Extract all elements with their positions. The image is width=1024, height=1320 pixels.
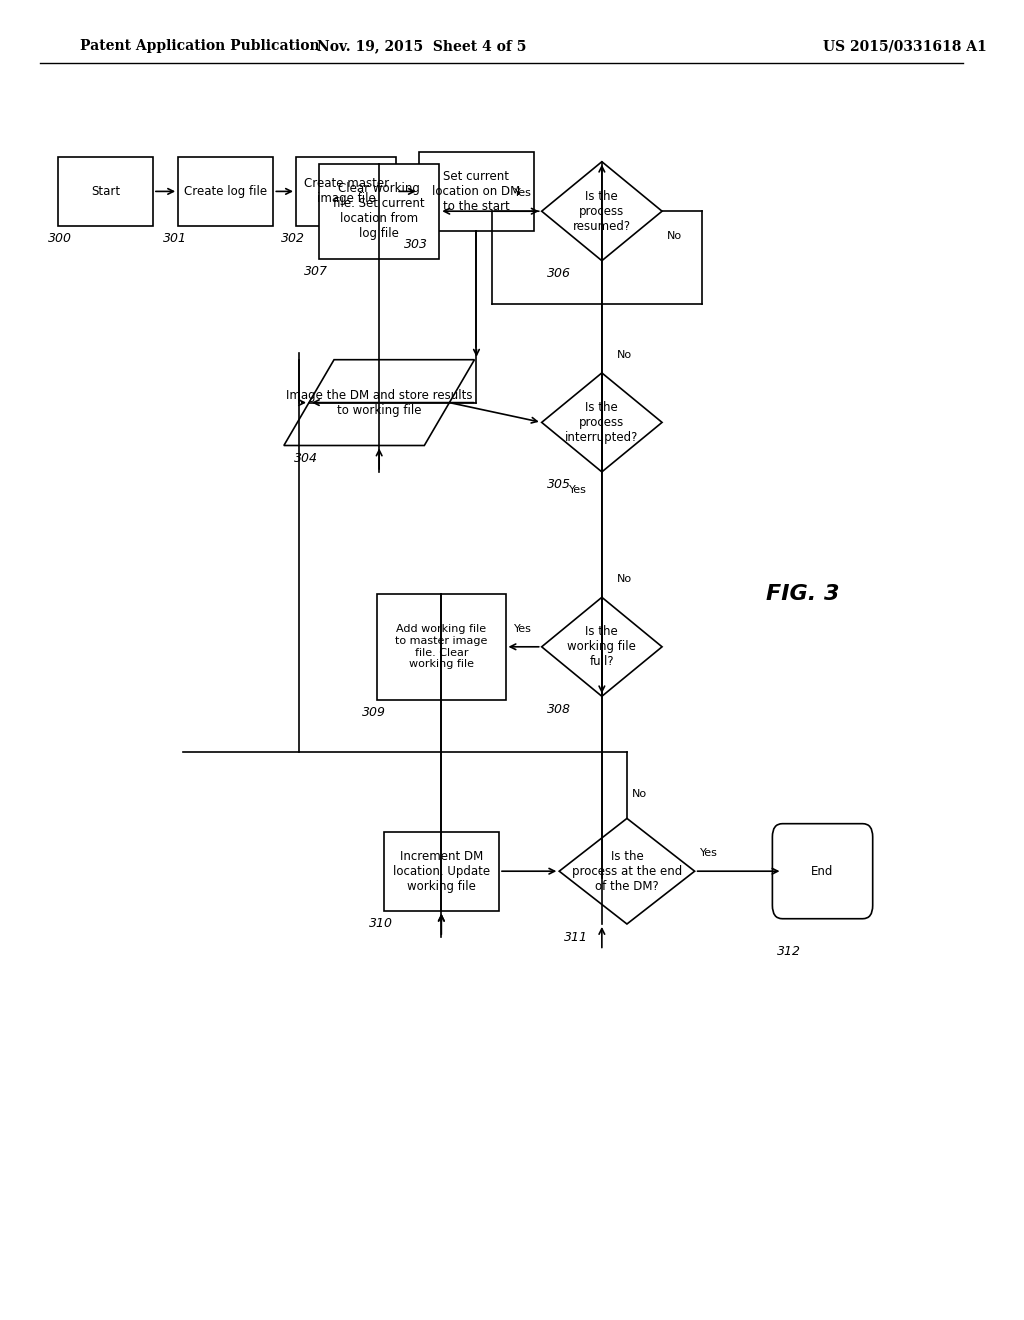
Text: Is the
process
interrupted?: Is the process interrupted?	[565, 401, 639, 444]
Text: Image the DM and store results
to working file: Image the DM and store results to workin…	[286, 388, 472, 417]
Text: 308: 308	[547, 702, 570, 715]
Text: No: No	[616, 574, 632, 583]
FancyBboxPatch shape	[772, 824, 872, 919]
Text: No: No	[667, 231, 682, 242]
Text: Yes: Yes	[699, 847, 718, 858]
Text: Add working file
to master image
file. Clear
working file: Add working file to master image file. C…	[395, 624, 487, 669]
FancyBboxPatch shape	[319, 164, 439, 259]
Text: Nov. 19, 2015  Sheet 4 of 5: Nov. 19, 2015 Sheet 4 of 5	[316, 40, 526, 53]
Text: Yes: Yes	[569, 484, 587, 495]
Text: 309: 309	[362, 706, 386, 719]
Text: Create log file: Create log file	[184, 185, 267, 198]
Polygon shape	[542, 372, 663, 471]
Text: 305: 305	[547, 478, 570, 491]
FancyBboxPatch shape	[57, 157, 153, 226]
Text: Start: Start	[91, 185, 120, 198]
FancyBboxPatch shape	[377, 594, 506, 700]
FancyBboxPatch shape	[296, 157, 396, 226]
Text: 307: 307	[304, 265, 328, 279]
Text: Is the
process
resumed?: Is the process resumed?	[572, 190, 631, 232]
Polygon shape	[559, 818, 694, 924]
Text: 303: 303	[403, 238, 428, 251]
Text: US 2015/0331618 A1: US 2015/0331618 A1	[822, 40, 986, 53]
Text: 312: 312	[777, 945, 802, 958]
Text: Set current
location on DM
to the start: Set current location on DM to the start	[432, 170, 520, 213]
Polygon shape	[284, 359, 474, 446]
FancyBboxPatch shape	[384, 832, 499, 911]
Text: Create master
image file: Create master image file	[303, 177, 389, 206]
Text: 306: 306	[547, 267, 570, 280]
Text: FIG. 3: FIG. 3	[766, 583, 840, 605]
Text: 310: 310	[369, 917, 392, 931]
Text: 311: 311	[564, 931, 588, 944]
Text: No: No	[632, 788, 647, 799]
Text: Yes: Yes	[514, 187, 531, 198]
Text: Is the
working file
full?: Is the working file full?	[567, 626, 636, 668]
Text: 301: 301	[163, 232, 187, 246]
Text: Increment DM
location. Update
working file: Increment DM location. Update working fi…	[393, 850, 489, 892]
FancyBboxPatch shape	[419, 152, 535, 231]
Text: End: End	[811, 865, 834, 878]
Text: 300: 300	[48, 232, 72, 246]
FancyBboxPatch shape	[178, 157, 273, 226]
Text: No: No	[616, 350, 632, 359]
Text: Is the
process at the end
of the DM?: Is the process at the end of the DM?	[571, 850, 682, 892]
Text: Yes: Yes	[514, 623, 531, 634]
Text: 304: 304	[294, 451, 317, 465]
Polygon shape	[542, 162, 663, 261]
Text: Patent Application Publication: Patent Application Publication	[80, 40, 319, 53]
Text: 302: 302	[281, 232, 305, 246]
Text: Clear working
file. Set current
location from
log file: Clear working file. Set current location…	[334, 182, 425, 240]
Polygon shape	[542, 597, 663, 697]
